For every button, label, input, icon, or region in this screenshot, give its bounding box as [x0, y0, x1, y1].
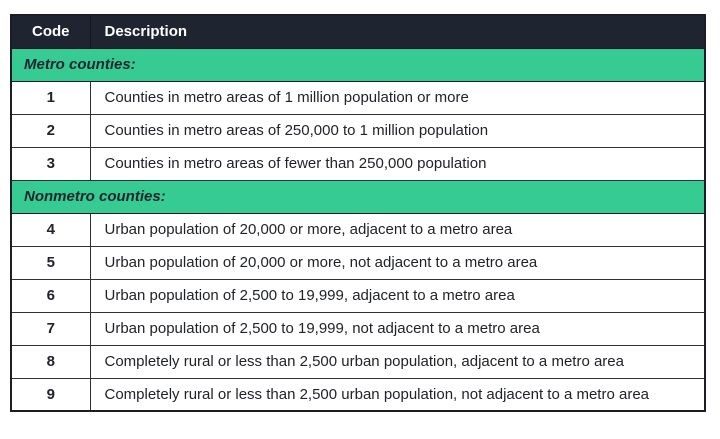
- section-row-nonmetro: Nonmetro counties:: [10, 179, 706, 214]
- rucc-code-table: Code Description Metro counties: 1 Count…: [10, 14, 706, 412]
- description-cell: Urban population of 2,500 to 19,999, adj…: [89, 278, 706, 313]
- code-cell: 9: [10, 377, 91, 412]
- description-cell: Completely rural or less than 2,500 urba…: [89, 377, 706, 412]
- table-row: 6 Urban population of 2,500 to 19,999, a…: [10, 278, 706, 313]
- table-row: 7 Urban population of 2,500 to 19,999, n…: [10, 311, 706, 346]
- description-cell: Urban population of 2,500 to 19,999, not…: [89, 311, 706, 346]
- section-label-nonmetro: Nonmetro counties:: [10, 179, 706, 214]
- description-cell: Urban population of 20,000 or more, not …: [89, 245, 706, 280]
- table-row: 5 Urban population of 20,000 or more, no…: [10, 245, 706, 280]
- description-cell: Counties in metro areas of fewer than 25…: [89, 146, 706, 181]
- header-row: Code Description: [10, 14, 706, 49]
- description-cell: Counties in metro areas of 1 million pop…: [89, 80, 706, 115]
- code-cell: 6: [10, 278, 91, 313]
- code-cell: 1: [10, 80, 91, 115]
- table-row: 3 Counties in metro areas of fewer than …: [10, 146, 706, 181]
- description-cell: Completely rural or less than 2,500 urba…: [89, 344, 706, 379]
- table-row: 2 Counties in metro areas of 250,000 to …: [10, 113, 706, 148]
- code-cell: 8: [10, 344, 91, 379]
- table-row: 8 Completely rural or less than 2,500 ur…: [10, 344, 706, 379]
- description-cell: Urban population of 20,000 or more, adja…: [89, 212, 706, 247]
- code-cell: 7: [10, 311, 91, 346]
- rucc-code-table-container: Code Description Metro counties: 1 Count…: [10, 14, 706, 412]
- section-label-metro: Metro counties:: [10, 47, 706, 82]
- code-column-header: Code: [10, 14, 91, 49]
- section-row-metro: Metro counties:: [10, 47, 706, 82]
- table-row: 4 Urban population of 20,000 or more, ad…: [10, 212, 706, 247]
- code-cell: 2: [10, 113, 91, 148]
- table-row: 9 Completely rural or less than 2,500 ur…: [10, 377, 706, 412]
- code-cell: 4: [10, 212, 91, 247]
- table-row: 1 Counties in metro areas of 1 million p…: [10, 80, 706, 115]
- code-cell: 5: [10, 245, 91, 280]
- code-cell: 3: [10, 146, 91, 181]
- description-cell: Counties in metro areas of 250,000 to 1 …: [89, 113, 706, 148]
- description-column-header: Description: [89, 14, 706, 49]
